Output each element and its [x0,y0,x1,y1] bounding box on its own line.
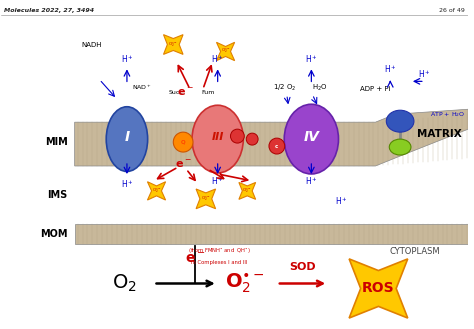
Text: Succ: Succ [169,90,184,95]
Ellipse shape [192,105,243,173]
Ellipse shape [389,139,411,155]
Text: O$_2^{\bullet-}$: O$_2^{\bullet-}$ [242,187,252,195]
Text: Molecules 2022, 27, 3494: Molecules 2022, 27, 3494 [4,8,94,13]
Text: III: III [211,132,224,142]
Text: H$^+$: H$^+$ [305,175,318,187]
Polygon shape [75,224,468,244]
Polygon shape [75,109,468,166]
Text: e$^-$: e$^-$ [175,159,191,169]
Circle shape [269,138,285,154]
Circle shape [173,132,193,152]
Text: NAD$^+$: NAD$^+$ [132,84,152,92]
Ellipse shape [284,104,338,174]
Text: SOD: SOD [289,262,316,271]
Text: H$^+$: H$^+$ [384,63,397,75]
Ellipse shape [386,110,414,132]
Text: ROS: ROS [362,282,395,295]
Text: H$^+$: H$^+$ [211,54,224,65]
Circle shape [230,129,244,143]
Text: c: c [275,143,278,149]
Text: Q: Q [181,139,185,144]
Text: IV: IV [303,130,319,144]
Text: H$^+$: H$^+$ [211,175,224,187]
Text: Fum: Fum [201,90,215,95]
Polygon shape [239,183,255,199]
Text: 1/2 O$_2$: 1/2 O$_2$ [273,83,296,93]
Text: IMS: IMS [47,190,68,200]
Text: O$_2^{\bullet-}$: O$_2^{\bullet-}$ [221,47,230,56]
Text: MIM: MIM [45,137,68,147]
Text: MOM: MOM [40,229,68,239]
Text: ADP + Pi: ADP + Pi [360,86,391,92]
Text: H$_2$O: H$_2$O [312,83,328,93]
Text: H$^+$: H$^+$ [419,68,431,80]
Polygon shape [164,35,183,54]
Text: 26 of 49: 26 of 49 [439,8,465,13]
Text: MATRIX: MATRIX [417,129,462,139]
Text: H$^+$: H$^+$ [120,54,133,65]
Text: H$^+$: H$^+$ [305,54,318,65]
Text: in Complexes I and III: in Complexes I and III [191,260,248,265]
Polygon shape [349,259,408,318]
Text: e$^-$: e$^-$ [177,87,193,98]
Text: H$^+$: H$^+$ [120,178,133,190]
Text: H$^+$: H$^+$ [335,195,347,207]
Text: (from FMNH$^{\bullet}$ and  QH$^{\bullet}$): (from FMNH$^{\bullet}$ and QH$^{\bullet}… [188,246,251,256]
Text: O$_2^{\bullet-}$: O$_2^{\bullet-}$ [152,187,162,195]
Text: O$_2$: O$_2$ [111,273,137,294]
Text: NADH: NADH [82,41,102,47]
Text: O$_2^{\bullet-}$: O$_2^{\bullet-}$ [201,195,211,203]
Text: CYTOPLASM: CYTOPLASM [390,247,440,256]
Circle shape [246,133,258,145]
Text: O$_2^{\bullet-}$: O$_2^{\bullet-}$ [168,40,178,48]
Polygon shape [196,189,216,209]
Polygon shape [147,182,165,200]
Ellipse shape [106,107,147,171]
Text: I: I [124,130,129,144]
Text: ATP + H$_2$O: ATP + H$_2$O [430,110,465,119]
Text: e$^-$: e$^-$ [185,252,205,266]
Text: O$_2^{\bullet -}$: O$_2^{\bullet -}$ [225,272,265,295]
Polygon shape [217,42,235,61]
